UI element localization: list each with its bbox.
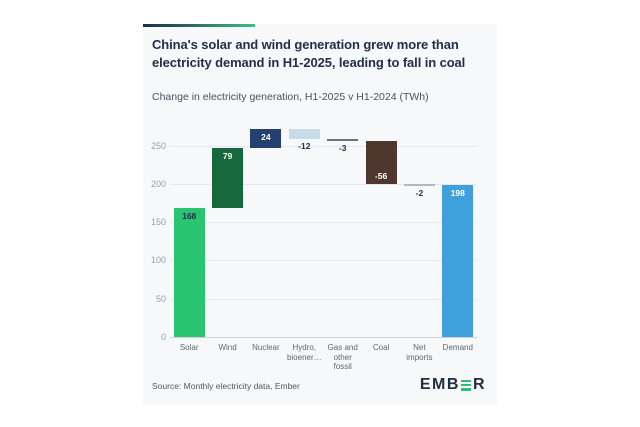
source-credit: Source: Monthly electricity data, Ember (152, 381, 300, 391)
bar-gas-other-fossil (327, 138, 359, 141)
bar-coal (365, 140, 397, 184)
bar-value-label-coal: -56 (374, 170, 388, 181)
bar-value-label-net-imports: -2 (415, 187, 424, 198)
y-tick-label-250: 250 (150, 140, 166, 151)
x-tick-label-gas-other-fossil: Gas and other fossil (327, 343, 358, 372)
x-tick-label-demand: Demand (442, 343, 473, 352)
bar-value-label-hydro-bioenergy: -12 (298, 140, 311, 151)
bar-value-label-wind: 79 (222, 150, 233, 161)
bar-hydro-bioenergy (288, 129, 320, 139)
chart-card: China's solar and wind generation grew m… (143, 24, 497, 405)
y-tick-label-0: 0 (160, 332, 166, 342)
gridline-250 (170, 145, 477, 147)
x-tick-label-hydro-bioenergy: Hydro, bioener… (286, 343, 322, 362)
bar-value-label-nuclear: 24 (261, 132, 271, 143)
x-tick-label-solar: Solar (179, 343, 199, 352)
bar-wind (212, 147, 244, 209)
ember-logo-green-e-icon (460, 379, 471, 391)
gridline-50 (170, 298, 477, 300)
ember-logo: EMB R (420, 376, 486, 394)
y-tick-label-200: 200 (150, 178, 166, 189)
y-tick-label-150: 150 (150, 217, 166, 228)
gridline-0 (170, 337, 477, 338)
gridline-100 (170, 260, 477, 262)
bar-solar (173, 208, 205, 337)
x-tick-label-coal: Coal (372, 343, 390, 352)
bar-value-label-demand: 198 (450, 188, 465, 199)
bar-nuclear (250, 129, 282, 148)
bar-demand (442, 185, 474, 337)
y-tick-label-50: 50 (155, 293, 166, 304)
ember-logo-text-post: R (472, 376, 486, 393)
x-tick-label-nuclear: Nuclear (252, 343, 280, 352)
bar-value-label-gas-other-fossil: -3 (338, 142, 347, 153)
x-tick-label-wind: Wind (218, 343, 237, 352)
accent-gradient-bar (143, 24, 255, 27)
bar-value-label-solar: 168 (182, 211, 197, 222)
chart-title: China's solar and wind generation grew m… (152, 37, 466, 70)
gridline-200 (170, 183, 477, 185)
plot-area: 0 50 100 150 200 250 168 Solar 79 Wind 24 Nuclear -1… (143, 24, 497, 405)
y-tick-label-100: 100 (150, 255, 166, 266)
ember-logo-text-pre: EMB (419, 376, 460, 393)
bar-net-imports (403, 183, 435, 186)
chart-subtitle: Change in electricity generation, H1-202… (152, 91, 429, 103)
x-tick-label-net-imports: Net imports (406, 343, 433, 362)
gridline-150 (170, 222, 477, 224)
